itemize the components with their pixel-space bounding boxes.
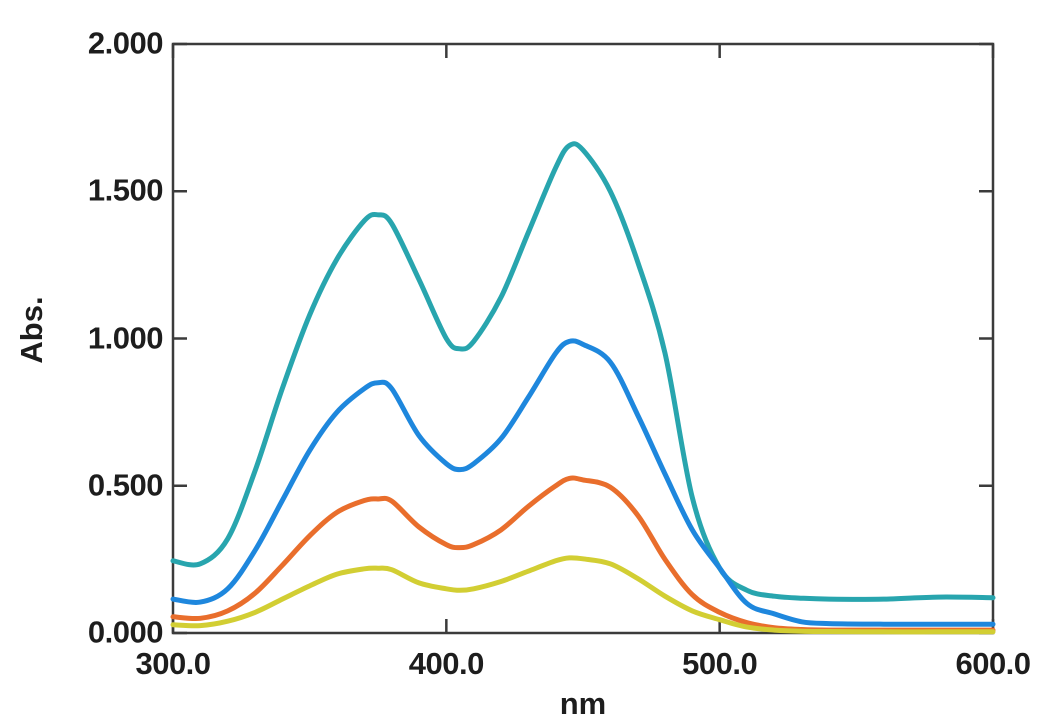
curve-spectrum-teal-highest bbox=[170, 141, 996, 602]
x-tick-label: 300.0 bbox=[135, 646, 211, 681]
x-axis-title: nm bbox=[559, 686, 607, 721]
plot-frame bbox=[171, 42, 995, 635]
y-tick-label: 1.000 bbox=[87, 319, 164, 355]
x-tick-label: 500.0 bbox=[682, 646, 758, 681]
x-tick-label: 600.0 bbox=[955, 646, 1031, 681]
y-tick-label: 0.000 bbox=[87, 614, 164, 650]
curve-spectrum-orange bbox=[170, 475, 996, 633]
y-tick-label: 1.500 bbox=[87, 172, 164, 208]
y-tick-label: 0.500 bbox=[87, 467, 164, 503]
y-axis-title: Abs. bbox=[14, 296, 49, 364]
x-tick-label: 400.0 bbox=[408, 646, 485, 681]
curve-spectrum-yellow-lowest bbox=[170, 555, 996, 635]
y-tick-label: 2.000 bbox=[87, 25, 164, 61]
curve-spectrum-blue bbox=[170, 338, 996, 627]
